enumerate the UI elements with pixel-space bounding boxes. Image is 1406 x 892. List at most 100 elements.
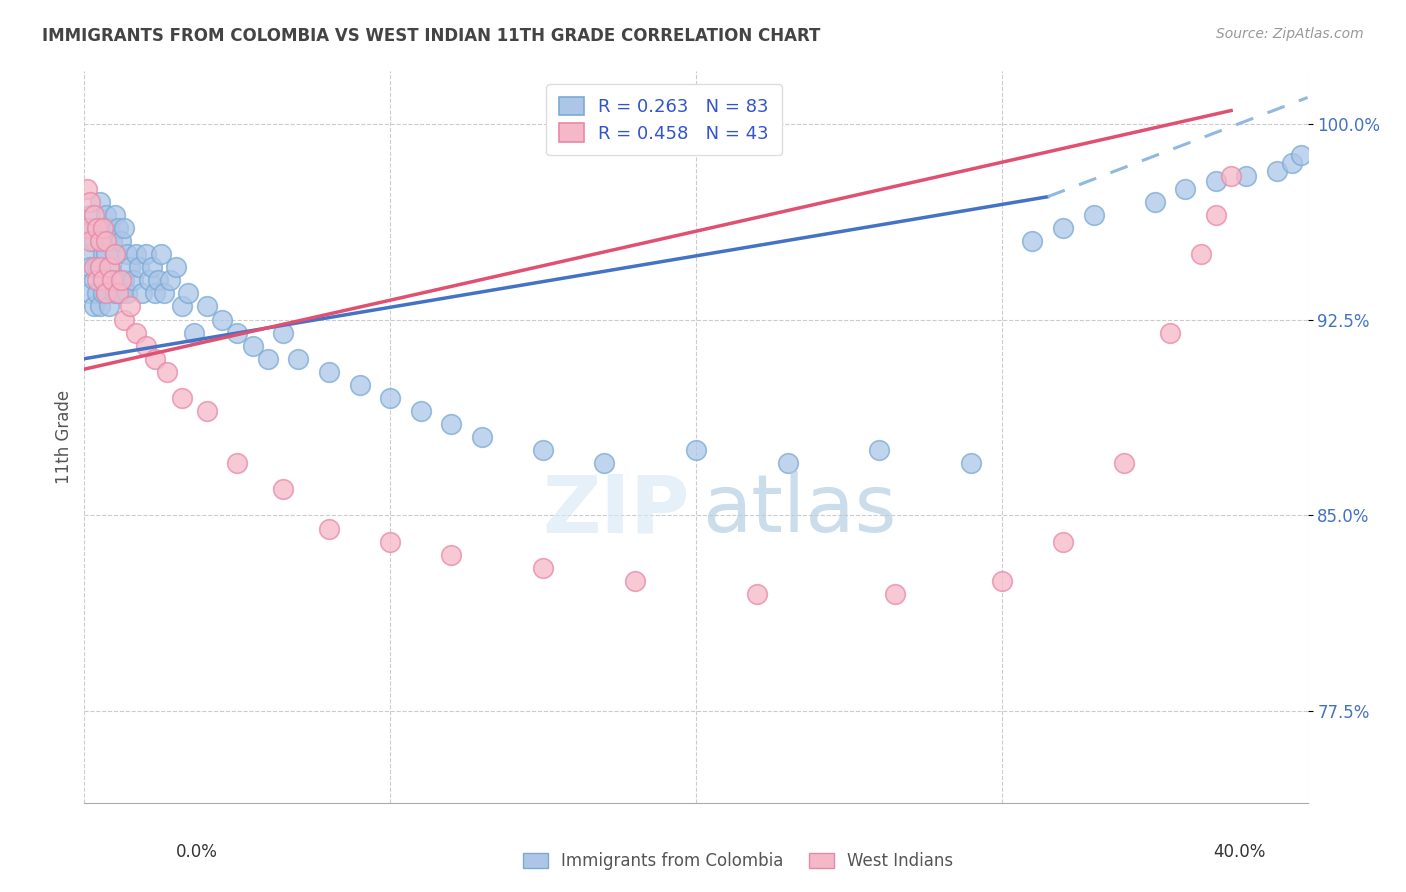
Point: [287, 351, 309, 366]
Point: [226, 326, 249, 340]
Point: [869, 443, 891, 458]
Point: [86, 221, 108, 235]
Point: [91, 221, 114, 235]
Point: [104, 208, 127, 222]
Point: [1236, 169, 1258, 183]
Point: [1265, 163, 1288, 178]
Point: [318, 365, 340, 379]
Point: [122, 273, 145, 287]
Point: [104, 286, 127, 301]
Point: [83, 234, 105, 248]
Point: [112, 273, 135, 287]
Point: [211, 312, 233, 326]
Point: [165, 260, 187, 275]
Point: [195, 404, 218, 418]
Point: [177, 286, 200, 301]
Text: atlas: atlas: [702, 471, 897, 549]
Point: [110, 286, 132, 301]
Point: [91, 273, 114, 287]
Text: 0.0%: 0.0%: [176, 843, 218, 861]
Point: [79, 194, 101, 209]
Point: [120, 260, 142, 275]
Point: [380, 391, 402, 405]
Point: [1052, 534, 1074, 549]
Text: Source: ZipAtlas.com: Source: ZipAtlas.com: [1216, 27, 1364, 41]
Point: [110, 234, 132, 248]
Point: [1114, 456, 1136, 470]
Point: [112, 312, 135, 326]
Point: [115, 247, 138, 261]
Point: [1205, 174, 1227, 188]
Point: [156, 365, 179, 379]
Point: [86, 273, 108, 287]
Point: [91, 247, 114, 261]
Point: [1220, 169, 1243, 183]
Point: [318, 522, 340, 536]
Legend: R = 0.263   N = 83, R = 0.458   N = 43: R = 0.263 N = 83, R = 0.458 N = 43: [546, 84, 782, 155]
Point: [747, 587, 769, 601]
Point: [1143, 194, 1166, 209]
Point: [624, 574, 647, 588]
Point: [153, 286, 176, 301]
Point: [149, 247, 172, 261]
Point: [83, 208, 105, 222]
Point: [97, 221, 120, 235]
Point: [271, 326, 294, 340]
Point: [131, 286, 153, 301]
Point: [172, 300, 194, 314]
Point: [94, 234, 117, 248]
Point: [1052, 221, 1074, 235]
Point: [83, 273, 105, 287]
Point: [143, 351, 166, 366]
Point: [1281, 155, 1303, 169]
Point: [349, 377, 371, 392]
Point: [79, 260, 101, 275]
Point: [120, 300, 142, 314]
Point: [86, 221, 108, 235]
Point: [1291, 148, 1313, 162]
Point: [91, 221, 114, 235]
Point: [89, 260, 111, 275]
Point: [776, 456, 799, 470]
Point: [471, 430, 494, 444]
Point: [104, 247, 127, 261]
Point: [76, 221, 98, 235]
Point: [883, 587, 905, 601]
Point: [110, 273, 132, 287]
Point: [593, 456, 616, 470]
Point: [86, 286, 108, 301]
Point: [97, 260, 120, 275]
Point: [138, 273, 160, 287]
Point: [135, 339, 157, 353]
Point: [79, 286, 101, 301]
Point: [183, 326, 205, 340]
Point: [125, 326, 148, 340]
Point: [960, 456, 983, 470]
Point: [125, 247, 148, 261]
Point: [94, 247, 117, 261]
Point: [94, 286, 117, 301]
Point: [195, 300, 218, 314]
Point: [991, 574, 1014, 588]
Point: [76, 221, 98, 235]
Point: [104, 247, 127, 261]
Point: [94, 208, 117, 222]
Point: [440, 417, 463, 431]
Point: [101, 273, 124, 287]
Point: [97, 260, 120, 275]
Text: ZIP: ZIP: [543, 471, 690, 549]
Point: [1083, 208, 1105, 222]
Point: [380, 534, 402, 549]
Point: [76, 182, 98, 196]
Point: [97, 300, 120, 314]
Point: [1174, 182, 1197, 196]
Point: [685, 443, 707, 458]
Point: [89, 234, 111, 248]
Legend: Immigrants from Colombia, West Indians: Immigrants from Colombia, West Indians: [523, 852, 953, 870]
Point: [89, 234, 111, 248]
Point: [128, 260, 150, 275]
Point: [107, 286, 129, 301]
Point: [101, 234, 124, 248]
Point: [146, 273, 169, 287]
Point: [143, 286, 166, 301]
